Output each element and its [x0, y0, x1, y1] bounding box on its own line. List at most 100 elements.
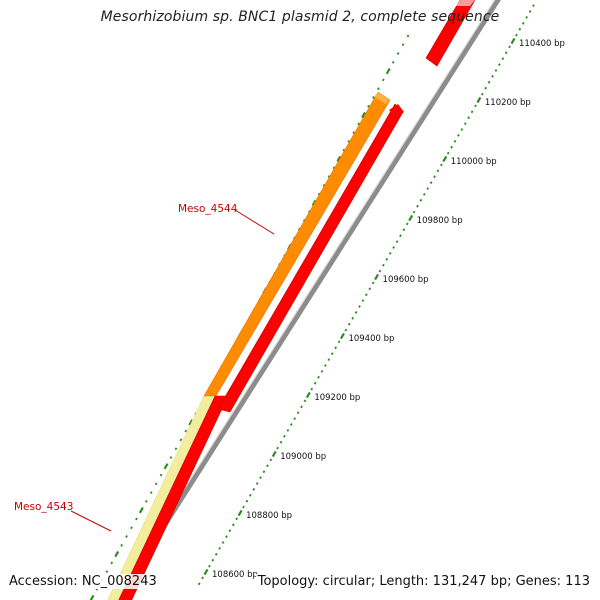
scale-major-tick	[203, 568, 209, 576]
outer-scale-ticks	[197, 4, 535, 586]
scale-minor-tick	[494, 69, 498, 72]
scale-minor-tick	[279, 440, 283, 444]
scale-minor-tick	[242, 505, 245, 509]
scale-minor-tick	[467, 116, 470, 120]
scale-minor-tick	[416, 204, 419, 208]
scale-minor-tick	[324, 364, 327, 367]
scale-minor-tick	[364, 293, 368, 297]
scale-minor-tick	[211, 558, 215, 562]
scale-minor-tick	[197, 582, 201, 586]
inner-minor-tick	[184, 429, 188, 433]
scale-tick-label: 109600 bp	[383, 275, 429, 285]
scale-minor-tick	[368, 287, 372, 291]
scale-minor-tick	[395, 240, 399, 244]
scale-tick-label: 109400 bp	[348, 334, 394, 344]
inner-minor-tick	[342, 148, 346, 152]
inner-major-tick	[163, 463, 169, 470]
inner-minor-tick	[357, 122, 360, 126]
inner-minor-tick	[149, 491, 153, 495]
scale-minor-tick	[351, 316, 355, 320]
scale-minor-tick	[334, 346, 337, 350]
scale-major-tick	[339, 332, 345, 340]
inner-minor-tick	[110, 561, 114, 565]
inner-minor-tick	[174, 447, 178, 451]
inner-minor-tick	[120, 543, 123, 547]
gene-label-leader-4543	[70, 510, 112, 532]
scale-minor-tick	[405, 222, 409, 226]
scale-minor-tick	[249, 493, 252, 497]
gene-label-meso-4544: Meso_4544	[178, 203, 238, 215]
accession-label: Accession: NC_008243	[7, 574, 159, 589]
inner-major-tick	[89, 594, 95, 600]
scale-minor-tick	[429, 181, 433, 185]
scale-major-tick	[271, 450, 277, 458]
scale-major-tick	[476, 96, 482, 104]
scale-minor-tick	[501, 57, 505, 61]
inner-major-tick	[311, 199, 317, 206]
scale-minor-tick	[491, 74, 494, 78]
gene-arrow-top	[425, 0, 476, 67]
scale-minor-tick	[296, 411, 300, 415]
inner-minor-tick	[130, 526, 133, 530]
scale-minor-tick	[460, 128, 464, 131]
scale-minor-tick	[474, 104, 477, 108]
inner-minor-tick	[169, 456, 173, 459]
scale-minor-tick	[218, 546, 221, 550]
scale-minor-tick	[532, 4, 535, 8]
gene-arrow-top-fade	[456, 0, 475, 6]
inner-minor-tick	[125, 535, 128, 538]
scale-tick-labels: 108600 bp 108800 bp 109000 bp 109200 bp 1094…	[212, 39, 565, 580]
scale-minor-tick	[385, 257, 389, 261]
scale-minor-tick	[440, 163, 443, 167]
scale-minor-tick	[371, 281, 375, 285]
scale-minor-tick	[330, 352, 334, 356]
scale-minor-tick	[508, 45, 511, 49]
scale-minor-tick	[259, 476, 262, 480]
inner-minor-tick	[377, 87, 380, 91]
scale-minor-tick	[433, 175, 436, 179]
scale-minor-tick	[402, 228, 406, 232]
scale-minor-tick	[453, 139, 457, 143]
inner-minor-tick	[401, 43, 405, 47]
inner-minor-tick	[332, 166, 336, 170]
scale-minor-tick	[283, 434, 286, 438]
scale-major-tick	[374, 273, 380, 281]
scale-minor-tick	[487, 80, 491, 84]
scale-minor-tick	[276, 446, 279, 450]
inner-minor-tick	[347, 139, 351, 143]
scale-minor-tick	[388, 251, 392, 255]
scale-minor-tick	[317, 375, 320, 379]
scale-major-tick	[408, 214, 414, 222]
scale-minor-tick	[525, 15, 528, 19]
scale-minor-tick	[518, 27, 522, 31]
scale-minor-tick	[426, 187, 430, 190]
scale-major-tick	[237, 509, 243, 517]
scale-minor-tick	[504, 51, 508, 55]
scale-minor-tick	[528, 10, 532, 13]
cds-pale-segment	[107, 395, 217, 600]
scale-minor-tick	[463, 122, 467, 126]
scale-minor-tick	[419, 198, 423, 202]
inner-minor-tick	[352, 131, 356, 134]
scale-minor-tick	[422, 192, 426, 196]
scale-minor-tick	[382, 263, 385, 267]
scale-minor-tick	[300, 405, 303, 409]
scale-minor-tick	[266, 464, 269, 468]
scale-minor-tick	[515, 33, 518, 37]
scale-tick-label: 108600 bp	[212, 570, 258, 580]
scale-minor-tick	[337, 340, 341, 344]
inner-minor-tick	[154, 482, 158, 486]
inner-minor-tick	[391, 60, 395, 64]
scale-minor-tick	[392, 246, 395, 249]
map-title: Mesorhizobium sp. BNC1 plasmid 2, comple…	[100, 9, 500, 25]
scale-minor-tick	[255, 482, 259, 485]
scale-minor-tick	[354, 310, 358, 314]
scale-minor-tick	[269, 458, 273, 462]
inner-major-tick	[114, 550, 120, 558]
scale-minor-tick	[225, 535, 228, 539]
gene-label-leader-4544	[234, 209, 275, 235]
scale-minor-tick	[347, 322, 351, 326]
scale-minor-tick	[252, 487, 256, 491]
scale-minor-tick	[457, 133, 460, 137]
